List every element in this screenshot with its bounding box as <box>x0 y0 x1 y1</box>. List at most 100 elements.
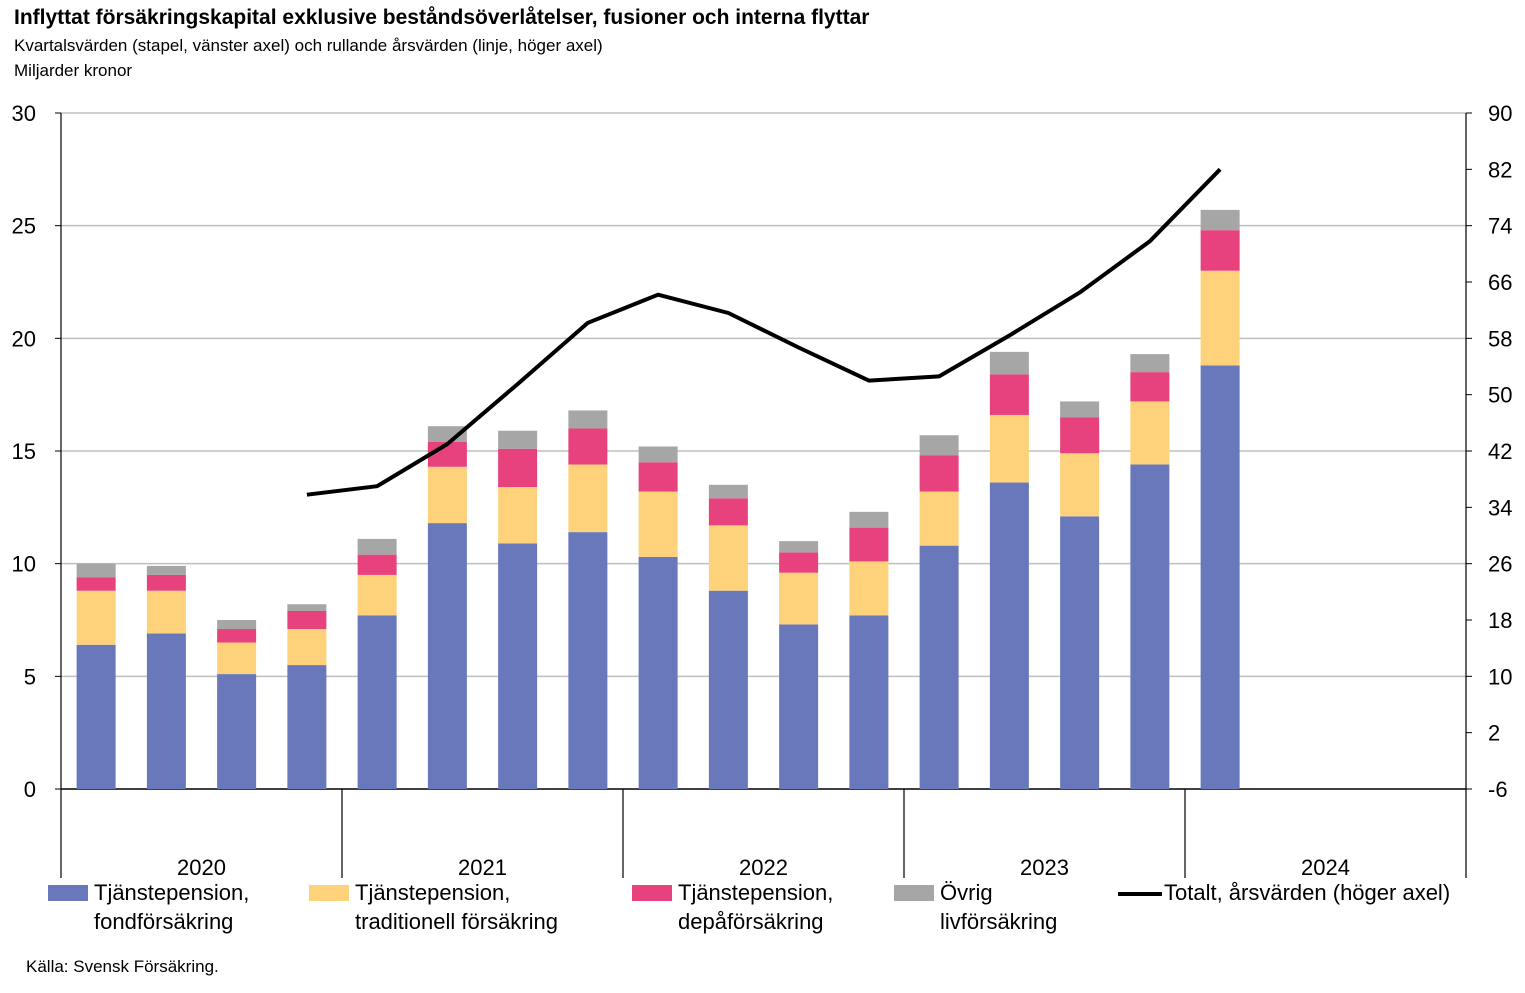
bar-segment-3 <box>989 374 1029 415</box>
legend-label: depåförsäkring <box>678 909 824 934</box>
legend-item-ovrig: Övrig livförsäkring <box>894 878 1120 936</box>
bar-segment-4 <box>1200 209 1240 231</box>
bar-segment-3 <box>217 629 257 643</box>
bar-segment-3 <box>568 428 608 465</box>
left-axis-tick-label: 25 <box>12 214 36 239</box>
bar-segment-1 <box>1200 365 1240 789</box>
bar-segment-4 <box>217 620 257 630</box>
bar-segment-3 <box>287 610 327 630</box>
unit-label: Miljarder kronor <box>14 61 133 80</box>
legend-label: Tjänstepension, <box>678 880 834 905</box>
bar-segment-3 <box>146 574 186 591</box>
bar-segment-2 <box>1060 453 1100 517</box>
bar-segment-1 <box>427 523 467 789</box>
bar-segment-4 <box>357 538 397 555</box>
legend-item-depaforsakring: Tjänstepension, depåförsäkring <box>632 878 898 936</box>
chart-title: Inflyttat försäkringskapital exklusive b… <box>14 6 870 29</box>
right-axis-tick-label: 42 <box>1488 439 1512 464</box>
source-note: Källa: Svensk Försäkring. <box>26 957 219 976</box>
bar-segment-4 <box>498 430 538 449</box>
bar-segment-3 <box>779 552 819 573</box>
legend: Tjänstepension, fondförsäkring Tjänstepen… <box>0 878 1525 942</box>
right-axis-tick-label: 2 <box>1488 721 1500 746</box>
left-axis-tick-label: 0 <box>24 777 36 802</box>
right-axis-tick-label: 90 <box>1488 101 1512 126</box>
bar-segment-3 <box>1060 417 1100 454</box>
chart-subtitle: Kvartalsvärden (stapel, vänster axel) oc… <box>14 36 603 55</box>
x-axis-year-label: 2024 <box>1301 855 1350 880</box>
x-axis-year-label: 2023 <box>1020 855 1069 880</box>
legend-label: Tjänstepension, <box>355 880 511 905</box>
right-axis-tick-label: 34 <box>1488 495 1512 520</box>
bar-segment-1 <box>779 624 819 789</box>
bar-segment-1 <box>1130 464 1170 789</box>
legend-swatch <box>632 885 672 901</box>
left-axis-tick-label: 30 <box>12 101 36 126</box>
bar-segment-1 <box>638 556 678 789</box>
bar-segment-2 <box>708 525 748 591</box>
bar-segment-4 <box>287 604 327 611</box>
right-axis-tick-label: 74 <box>1488 214 1512 239</box>
left-axis-tick-label: 20 <box>12 326 36 351</box>
bar-segment-4 <box>919 435 959 456</box>
bar-segment-2 <box>1200 270 1240 366</box>
legend-label: Övrig <box>940 880 993 905</box>
bar-segment-2 <box>357 574 397 616</box>
bar-segment-4 <box>568 410 608 429</box>
legend-label: Totalt, årsvärden (höger axel) <box>1164 880 1451 905</box>
bar-segment-1 <box>287 665 327 789</box>
bar-segment-4 <box>76 563 116 578</box>
bar-segment-2 <box>849 561 889 616</box>
x-axis-year-label: 2022 <box>739 855 788 880</box>
x-axis-year-label: 2020 <box>177 855 226 880</box>
legend-label: traditionell försäkring <box>355 909 558 934</box>
legend-item-traditionell: Tjänstepension, traditionell försäkring <box>309 878 615 936</box>
bar-segment-2 <box>638 491 678 557</box>
legend-line-swatch <box>1118 892 1162 896</box>
bar-segment-4 <box>1130 354 1170 373</box>
bar-segment-2 <box>919 491 959 546</box>
bar-segment-2 <box>779 572 819 625</box>
bar-segment-3 <box>498 448 538 488</box>
bar-segment-4 <box>638 446 678 463</box>
legend-item-totalt: Totalt, årsvärden (höger axel) <box>1118 878 1524 907</box>
bar-segment-1 <box>919 545 959 789</box>
bar-segment-3 <box>357 554 397 575</box>
right-axis-tick-label: 82 <box>1488 157 1512 182</box>
bar-segment-2 <box>146 590 186 634</box>
right-axis-tick-label: 58 <box>1488 326 1512 351</box>
bar-segment-3 <box>1130 372 1170 402</box>
right-axis-tick-label: 18 <box>1488 608 1512 633</box>
bar-segment-4 <box>146 565 186 575</box>
right-axis-tick-label: 10 <box>1488 664 1512 689</box>
bar-segment-1 <box>76 644 116 789</box>
bar-segment-2 <box>989 414 1029 483</box>
bar-segment-3 <box>708 498 748 526</box>
x-axis-year-label: 2021 <box>458 855 507 880</box>
left-axis-tick-label: 5 <box>24 664 36 689</box>
bar-segment-1 <box>568 532 608 789</box>
bar-segment-1 <box>146 633 186 789</box>
bar-segment-2 <box>76 590 116 645</box>
total-annual-line <box>306 167 1222 497</box>
bar-segment-2 <box>217 642 257 675</box>
bar-segment-1 <box>498 543 538 789</box>
legend-swatch <box>894 885 934 901</box>
bar-segment-3 <box>638 462 678 492</box>
legend-swatch <box>309 885 349 901</box>
right-axis-tick-label: 26 <box>1488 552 1512 577</box>
left-axis-tick-label: 15 <box>12 439 36 464</box>
bar-segment-3 <box>919 455 959 492</box>
chart-area: 0 5 10 15 20 25 30 -6 2 10 18 26 34 42 50 58 66 74 82 90 202… <box>12 101 1513 880</box>
bar-segment-2 <box>498 487 538 544</box>
right-axis-tick-label: 50 <box>1488 383 1512 408</box>
bar-segment-4 <box>849 511 889 528</box>
bar-segment-3 <box>1200 230 1240 271</box>
legend-swatch <box>48 885 88 901</box>
bar-segment-1 <box>217 674 257 789</box>
bar-segment-1 <box>989 482 1029 789</box>
legend-item-fondforsakring: Tjänstepension, fondförsäkring <box>48 878 314 936</box>
left-axis-tick-label: 10 <box>12 552 36 577</box>
bar-segment-4 <box>708 484 748 499</box>
legend-label: livförsäkring <box>940 909 1058 934</box>
